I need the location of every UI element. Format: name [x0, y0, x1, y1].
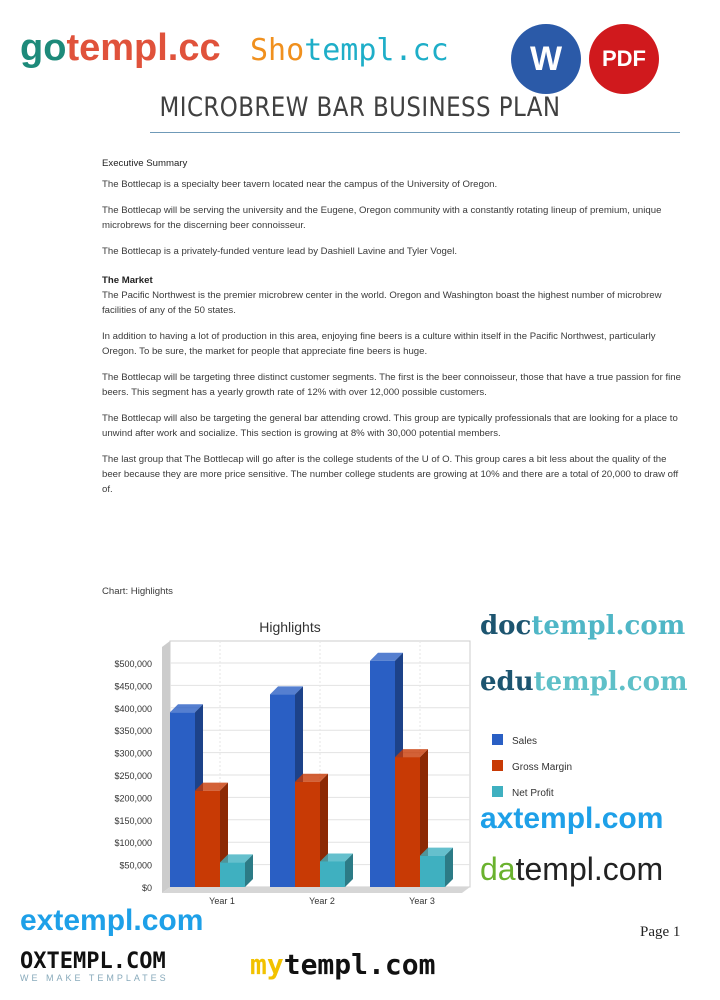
chart-side-wall	[162, 641, 170, 893]
market-heading: The Market	[102, 275, 153, 286]
watermark-logo: edutempl.com	[480, 667, 688, 697]
chart-floor	[162, 887, 470, 893]
y-tick-label: $250,000	[114, 771, 152, 781]
chart-title: Highlights	[259, 619, 320, 635]
y-tick-label: $450,000	[114, 681, 152, 691]
page-number: Page 1	[640, 924, 681, 940]
bar-side	[245, 854, 253, 887]
watermark-logo: axtempl.com	[480, 802, 664, 835]
legend-swatch	[492, 786, 503, 797]
paragraph: The Pacific Northwest is the premier mic…	[102, 290, 662, 316]
bar-top	[295, 773, 328, 782]
legend-label: Net Profit	[512, 788, 554, 799]
legend-swatch	[492, 734, 503, 745]
paragraph: The Bottlecap is a specialty beer tavern…	[102, 179, 498, 190]
watermark-logo: gotempl.cc	[20, 27, 221, 69]
bar-top	[270, 686, 303, 695]
legend-label: Sales	[512, 736, 537, 747]
bar-top	[395, 749, 428, 758]
y-tick-label: $400,000	[114, 704, 152, 714]
word-badge-icon[interactable]: W	[511, 24, 581, 94]
y-tick-label: $50,000	[119, 861, 152, 871]
paragraph: The Bottlecap is a privately-funded vent…	[102, 246, 458, 257]
x-tick-label: Year 1	[209, 896, 235, 906]
bar-top	[170, 704, 203, 713]
bar-side	[345, 853, 353, 887]
bar-sales	[370, 660, 395, 887]
y-tick-label: $150,000	[114, 816, 152, 826]
bar-net-profit	[320, 861, 345, 887]
paragraph: The Bottlecap will be serving the univer…	[102, 205, 662, 231]
y-tick-label: $200,000	[114, 793, 152, 803]
y-tick-label: $500,000	[114, 659, 152, 669]
legend-label: Gross Margin	[512, 762, 572, 773]
watermark-logo: mytempl.com	[250, 948, 436, 981]
bar-top	[370, 652, 403, 661]
chart-caption: Chart: Highlights	[102, 586, 173, 597]
paragraph: The Bottlecap will be targeting three di…	[102, 372, 681, 398]
y-tick-label: $100,000	[114, 838, 152, 848]
watermark-logo: OXTEMPL.COM WE MAKE TEMPLATES	[20, 949, 169, 984]
y-tick-label: $300,000	[114, 749, 152, 759]
bar-gross-margin	[295, 781, 320, 887]
bar-top	[420, 847, 453, 856]
watermark-logo: datempl.com	[480, 851, 664, 887]
watermark-logo: Shotempl.cc	[250, 33, 449, 68]
bar-side	[445, 847, 453, 887]
document-body: Executive Summary The Bottlecap is a spe…	[102, 156, 682, 508]
bar-top	[195, 782, 228, 791]
paragraph: The last group that The Bottlecap will g…	[102, 454, 679, 495]
bar-top	[320, 853, 353, 862]
x-tick-label: Year 3	[409, 896, 435, 906]
bar-gross-margin	[195, 790, 220, 887]
document-title: MICROBREW BAR BUSINESS PLAN	[159, 92, 561, 123]
pdf-badge-icon[interactable]: PDF	[589, 24, 659, 94]
bar-sales	[270, 694, 295, 887]
title-divider	[150, 132, 680, 133]
bar-net-profit	[420, 855, 445, 887]
bar-gross-margin	[395, 757, 420, 887]
legend-swatch	[492, 760, 503, 771]
x-tick-label: Year 2	[309, 896, 335, 906]
watermark-logo: extempl.com	[20, 904, 204, 937]
paragraph: In addition to having a lot of productio…	[102, 331, 656, 357]
y-tick-label: $0	[142, 883, 152, 893]
watermark-logo: doctempl.com	[480, 611, 686, 641]
bar-net-profit	[220, 862, 245, 887]
paragraph: The Bottlecap will also be targeting the…	[102, 413, 678, 439]
y-tick-label: $350,000	[114, 726, 152, 736]
section-heading: Executive Summary	[102, 158, 188, 169]
bar-top	[220, 854, 253, 863]
bar-sales	[170, 712, 195, 887]
